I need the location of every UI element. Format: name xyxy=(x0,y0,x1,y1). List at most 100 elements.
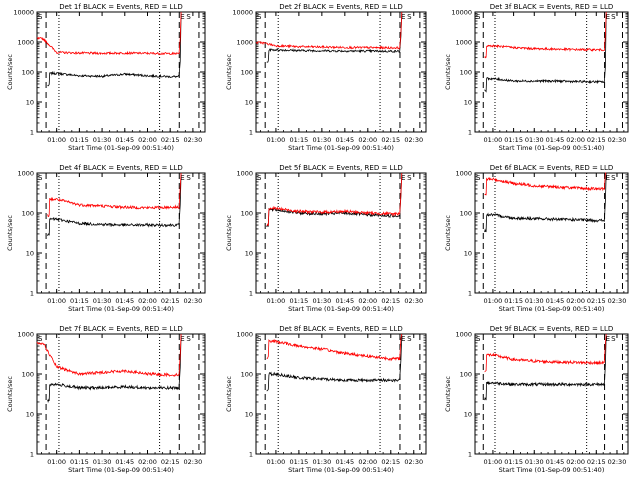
marker-label-s-end: S xyxy=(186,13,191,21)
y-tick-label: 1 xyxy=(249,129,253,137)
y-axis-label: Counts/sec xyxy=(444,376,452,412)
chart-title: Det 1f BLACK = Events, RED = LLD xyxy=(59,3,182,11)
x-tick-label: 02:15 xyxy=(381,136,400,144)
chart-panel-3: Det 3f BLACK = Events, RED = LLD 1 10 100 10… xyxy=(444,3,629,152)
marker-label-s: S xyxy=(38,174,43,182)
y-axis-label: Counts/sec xyxy=(225,215,233,251)
y-tick-label: 1000 xyxy=(236,39,253,47)
y-tick-label: 1 xyxy=(30,129,34,137)
x-tick-label: 01:45 xyxy=(546,297,565,305)
y-tick-label: 10 xyxy=(245,250,253,258)
chart-title: Det 3f BLACK = Events, RED = LLD xyxy=(490,3,613,11)
x-tick-label: 02:00 xyxy=(138,297,157,305)
x-tick-label: 02:30 xyxy=(404,136,423,144)
chart-title: Det 4f BLACK = Events, RED = LLD xyxy=(59,164,182,172)
x-tick-label: 01:30 xyxy=(93,458,112,466)
y-tick-label: 100 xyxy=(460,69,472,77)
y-tick-label: 10 xyxy=(26,99,34,107)
y-tick-label: 100 xyxy=(460,210,472,218)
y-tick-label: 1000 xyxy=(455,39,472,47)
x-tick-label: 02:15 xyxy=(161,297,180,305)
x-tick-label: 01:30 xyxy=(312,458,331,466)
x-tick-label: 01:30 xyxy=(93,136,112,144)
x-tick-label: 01:00 xyxy=(267,136,286,144)
x-tick-label: 01:15 xyxy=(290,297,309,305)
x-tick-label: 02:15 xyxy=(587,136,606,144)
x-tick-label: 02:30 xyxy=(608,297,627,305)
marker-label-e: E xyxy=(401,335,405,343)
x-tick-label: 02:15 xyxy=(161,458,180,466)
y-tick-label: 10 xyxy=(26,250,34,258)
x-tick-label: 02:00 xyxy=(566,458,585,466)
marker-label-e: E xyxy=(180,335,184,343)
series-line-lld xyxy=(47,172,182,218)
chart-panel-5: Det 5f BLACK = Events, RED = LLD 1 10 100 10… xyxy=(225,164,427,313)
y-tick-label: 10000 xyxy=(451,9,472,17)
x-tick-label: 01:30 xyxy=(525,297,544,305)
x-tick-label: 02:15 xyxy=(161,136,180,144)
marker-label-s: S xyxy=(476,174,481,182)
x-tick-label: 01:45 xyxy=(335,297,354,305)
x-tick-label: 01:00 xyxy=(484,297,503,305)
marker-label-s: S xyxy=(476,335,481,343)
x-tick-label: 02:15 xyxy=(587,297,606,305)
x-tick-label: 02:15 xyxy=(381,297,400,305)
y-tick-label: 1000 xyxy=(17,170,34,178)
y-tick-label: 10 xyxy=(464,99,472,107)
marker-label-e: E xyxy=(401,13,405,21)
y-tick-label: 100 xyxy=(241,69,253,77)
x-tick-label: 02:30 xyxy=(608,458,627,466)
series-line-events xyxy=(47,172,182,237)
x-tick-label: 01:45 xyxy=(335,136,354,144)
x-tick-label: 02:00 xyxy=(358,136,377,144)
series-line-events xyxy=(47,11,182,87)
plot-frame xyxy=(36,172,206,294)
x-tick-label: 01:30 xyxy=(312,136,331,144)
marker-label-s-end: S xyxy=(186,174,191,182)
y-tick-label: 1 xyxy=(468,129,472,137)
x-tick-label: 01:00 xyxy=(47,136,66,144)
series-line-lld xyxy=(484,333,607,373)
marker-label-e: E xyxy=(606,335,610,343)
x-tick-label: 01:45 xyxy=(546,136,565,144)
marker-label-s-end: S xyxy=(611,174,616,182)
marker-label-s-end: S xyxy=(407,174,412,182)
y-tick-label: 10 xyxy=(245,99,253,107)
series-line-lld xyxy=(484,11,607,59)
series-line-events xyxy=(484,333,607,401)
x-tick-label: 02:30 xyxy=(184,297,203,305)
x-tick-label: 01:30 xyxy=(312,297,331,305)
y-tick-label: 10 xyxy=(464,250,472,258)
marker-label-s-end: S xyxy=(407,13,412,21)
x-tick-label: 02:00 xyxy=(138,136,157,144)
y-tick-label: 1 xyxy=(468,451,472,459)
y-tick-label: 1000 xyxy=(455,170,472,178)
y-axis-label: Counts/sec xyxy=(444,215,452,251)
x-tick-label: 01:30 xyxy=(93,297,112,305)
series-line-events xyxy=(266,333,403,392)
plot-frame xyxy=(474,172,629,294)
chart-panel-8: Det 8f BLACK = Events, RED = LLD 1 10 100 10… xyxy=(225,325,427,474)
y-tick-label: 100 xyxy=(22,371,34,379)
x-tick-label: 01:00 xyxy=(484,136,503,144)
marker-label-e: E xyxy=(606,13,610,21)
chart-title: Det 2f BLACK = Events, RED = LLD xyxy=(279,3,402,11)
y-tick-label: 1000 xyxy=(236,331,253,339)
chart-panel-7: Det 7f BLACK = Events, RED = LLD 1 10 100 10… xyxy=(6,325,206,474)
x-tick-label: 02:00 xyxy=(358,297,377,305)
y-tick-label: 10 xyxy=(245,411,253,419)
x-tick-label: 02:00 xyxy=(566,136,585,144)
marker-label-s: S xyxy=(38,13,43,21)
y-tick-label: 1 xyxy=(30,290,34,298)
x-tick-label: 02:30 xyxy=(184,136,203,144)
series-line-lld xyxy=(255,11,403,50)
y-tick-label: 10000 xyxy=(13,9,34,17)
y-tick-label: 1 xyxy=(30,451,34,459)
x-tick-label: 02:00 xyxy=(138,458,157,466)
x-tick-label: 01:15 xyxy=(504,297,523,305)
plot-frame xyxy=(36,333,206,455)
y-tick-label: 10 xyxy=(464,411,472,419)
y-axis-label: Counts/sec xyxy=(225,54,233,90)
